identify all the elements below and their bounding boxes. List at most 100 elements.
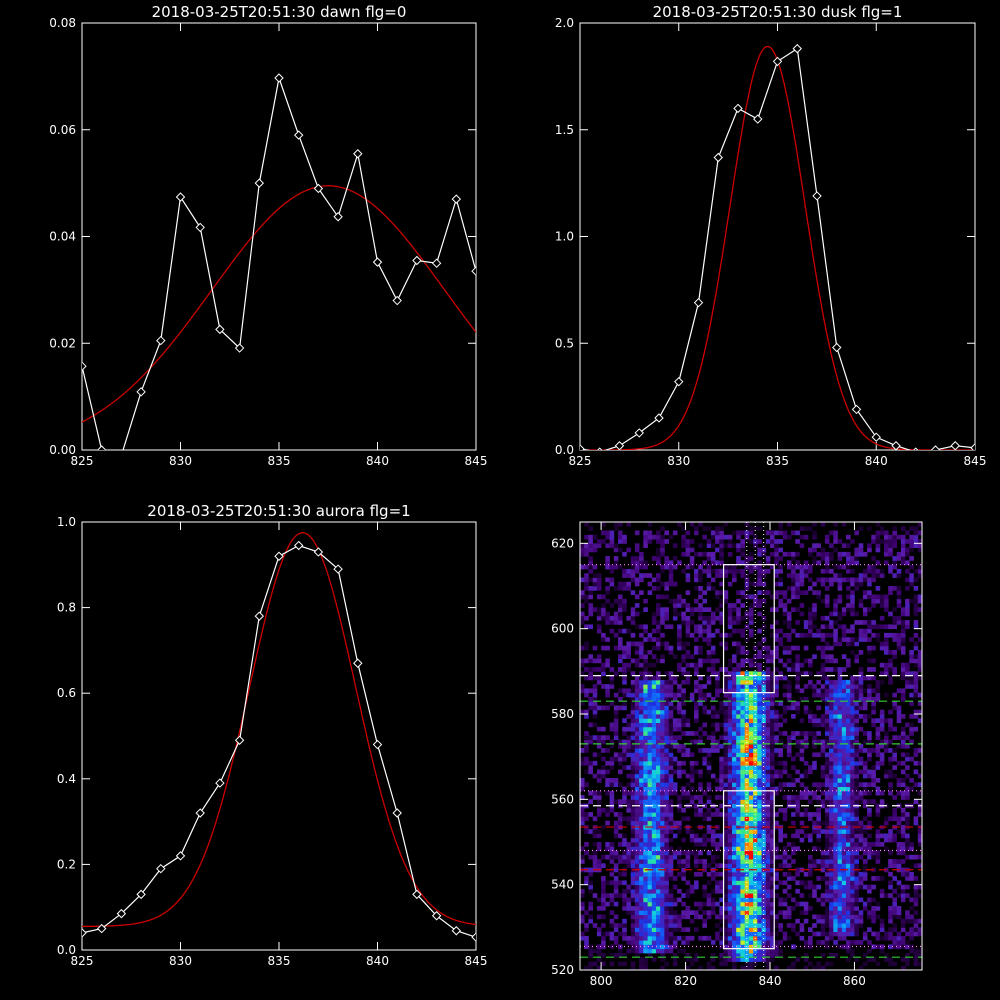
data-point-marker (96, 923, 107, 934)
x-tick-label: 840 (865, 454, 888, 468)
data-point-marker (353, 658, 363, 668)
spectrogram-image (580, 522, 923, 971)
x-tick-label: 835 (766, 454, 789, 468)
data-point-marker (772, 56, 783, 67)
data-point-marker (313, 183, 324, 194)
data-point-marker (274, 73, 284, 83)
data-point-marker (792, 43, 802, 54)
data-point-marker (215, 324, 225, 335)
data-point-marker (871, 432, 881, 442)
gaussian-fit-curve (82, 532, 476, 928)
data-point-marker (195, 808, 205, 818)
dawn-plot-area (82, 73, 476, 450)
y-tick-label: 1.0 (57, 515, 76, 529)
data-point-marker (412, 255, 422, 266)
data-point-marker (313, 547, 324, 557)
data-point-marker (832, 342, 842, 353)
data-point-marker (431, 258, 442, 268)
chart-title: 2018-03-25T20:51:30 dusk flg=1 (653, 3, 903, 21)
data-point-marker (471, 266, 476, 276)
data-point-marker (333, 212, 343, 222)
gaussian-fit-curve (82, 185, 476, 423)
x-tick-label: 825 (71, 954, 94, 968)
chart-title: 2018-03-25T20:51:30 dawn flg=0 (152, 3, 407, 21)
gaussian-fit-curve (580, 45, 975, 450)
x-tick-label: 825 (569, 454, 592, 468)
data-point-marker (136, 889, 146, 900)
data-point-marker (116, 908, 127, 919)
data-point-marker (431, 911, 442, 921)
data-point-marker (674, 376, 684, 387)
data-point-marker (372, 739, 383, 750)
y-tick-label: 0.00 (49, 443, 76, 457)
y-tick-label: 0.0 (57, 943, 76, 957)
data-point-marker (254, 178, 265, 188)
data-point-marker (970, 443, 975, 450)
y-tick-label: 0.8 (57, 601, 76, 615)
region-box (722, 564, 775, 694)
data-line (580, 47, 975, 450)
x-tick-label: 800 (590, 974, 613, 988)
data-point-marker (175, 192, 186, 202)
y-tick-label: 0.6 (57, 686, 76, 700)
aurora-panel: 825 830 835 840 845 0.0 0.2 0.4 0.6 0.8 1.0 2018-03… (57, 502, 488, 968)
data-point-marker (175, 851, 186, 861)
data-line (82, 75, 476, 450)
chart-title: 2018-03-25T20:51:30 aurora flg=1 (147, 502, 410, 520)
data-point-marker (392, 808, 402, 818)
data-point-marker (372, 257, 383, 267)
data-point-marker (634, 428, 644, 438)
data-point-marker (713, 152, 723, 163)
data-point-marker (254, 611, 265, 621)
x-tick-label: 840 (759, 974, 782, 988)
y-tick-label: 0.08 (49, 16, 76, 30)
dawn-panel: 825 830 835 840 845 0.00 0.02 0.04 0.06 0.08 2018-… (49, 3, 487, 468)
data-point-marker (195, 222, 205, 233)
data-point-marker (353, 149, 363, 159)
dusk-plot-area (580, 43, 975, 450)
y-tick-label: 2.0 (555, 16, 574, 30)
data-point-marker (82, 928, 87, 938)
x-tick-label: 845 (465, 454, 488, 468)
data-point-marker (614, 441, 625, 450)
data-point-marker (96, 445, 107, 450)
data-point-marker (333, 564, 343, 574)
data-point-marker (451, 926, 462, 936)
region-box (722, 790, 775, 950)
data-point-marker (913, 447, 919, 450)
plot-frame (81, 22, 477, 451)
data-point-marker (930, 445, 941, 450)
x-tick-label: 840 (366, 954, 389, 968)
data-point-marker (693, 297, 704, 308)
x-tick-label: 820 (674, 974, 697, 988)
x-tick-label: 835 (268, 954, 291, 968)
y-tick-label: 0.5 (555, 336, 574, 350)
data-point-marker (293, 130, 304, 140)
y-tick-label: 0.02 (49, 336, 76, 350)
y-tick-label: 600 (551, 622, 574, 636)
dusk-panel: 825 830 835 840 845 0.0 0.5 1.0 1.5 2.0 2018-03-25… (555, 3, 987, 468)
x-tick-label: 825 (71, 454, 94, 468)
x-tick-label: 830 (169, 454, 192, 468)
data-point-marker (597, 447, 603, 450)
data-point-marker (156, 335, 166, 346)
plot-frame (579, 22, 976, 451)
y-tick-label: 0.04 (49, 230, 76, 244)
y-tick-label: 1.5 (555, 123, 574, 137)
y-tick-label: 620 (551, 536, 574, 550)
y-tick-label: 1.0 (555, 230, 574, 244)
y-tick-label: 540 (551, 878, 574, 892)
y-tick-label: 0.06 (49, 123, 76, 137)
data-point-marker (950, 441, 960, 450)
data-point-marker (136, 387, 146, 397)
data-point-marker (293, 540, 304, 551)
data-point-marker (812, 191, 822, 201)
data-point-marker (234, 735, 245, 745)
data-point-marker (891, 441, 901, 450)
y-tick-label: 560 (551, 792, 574, 806)
data-point-marker (412, 889, 422, 900)
data-point-marker (274, 551, 284, 561)
data-point-marker (851, 404, 862, 415)
y-tick-label: 0.2 (57, 857, 76, 871)
